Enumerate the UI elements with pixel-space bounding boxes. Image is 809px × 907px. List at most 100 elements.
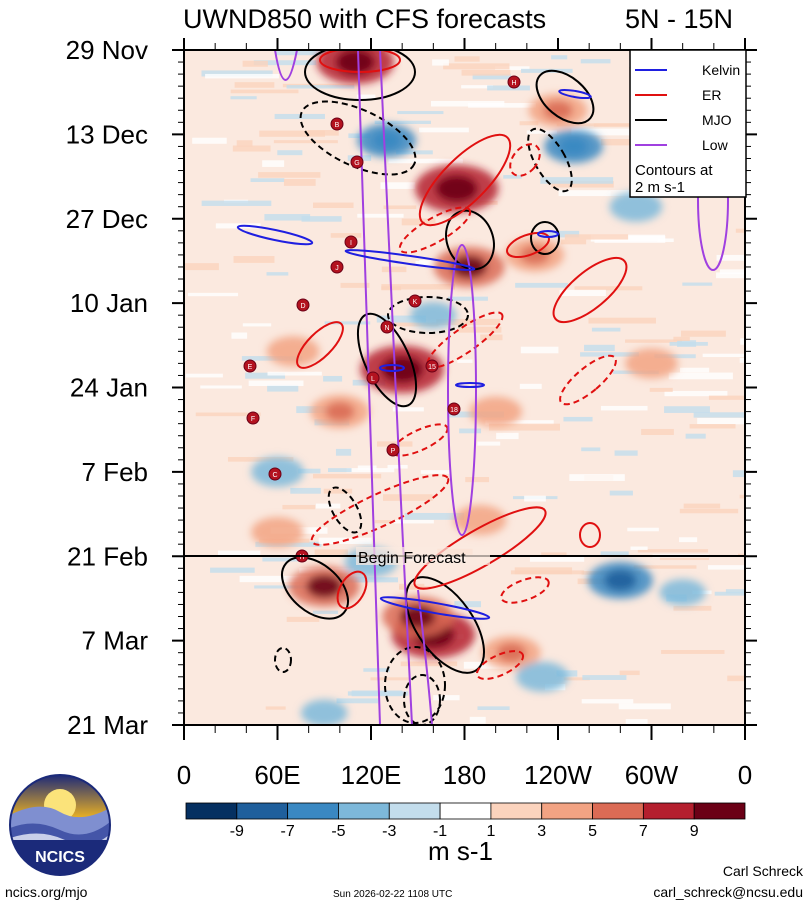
y-tick-label: 21 Feb — [67, 541, 148, 571]
anomaly-stripe — [357, 213, 404, 218]
mjo-contour — [530, 221, 560, 255]
anomaly-stripe — [588, 317, 656, 324]
anomaly-stripe — [227, 457, 294, 462]
anomaly-stripe — [401, 218, 436, 226]
y-tick-label: 10 Jan — [70, 288, 148, 318]
anomaly-stripe — [187, 292, 239, 297]
er-contour — [579, 522, 601, 548]
anomaly-stripe — [254, 585, 323, 589]
anomaly-stripe — [679, 508, 739, 514]
kelvin-contour — [379, 596, 491, 620]
anomaly-stripe — [290, 487, 321, 494]
legend-label: ER — [702, 87, 721, 103]
anomaly-blob — [469, 396, 522, 427]
anomaly-stripe — [480, 334, 503, 341]
kelvin-contour — [344, 249, 476, 271]
storm-marker — [243, 359, 257, 373]
anomaly-stripe — [582, 675, 627, 680]
anomaly-stripe — [236, 140, 253, 147]
colorbar-tick-label: -3 — [382, 823, 396, 840]
anomaly-stripe — [262, 160, 285, 167]
low-contour — [379, 50, 413, 725]
anomaly-stripe — [725, 589, 745, 594]
anomaly-stripe — [330, 233, 362, 238]
anomaly-stripe — [242, 323, 272, 327]
anomaly-stripe — [250, 178, 285, 182]
y-tick-label: 7 Feb — [82, 457, 149, 487]
storm-marker — [447, 402, 461, 416]
er-contour — [336, 570, 368, 610]
storm-marker — [425, 359, 439, 373]
colorbar-tick-label: -1 — [433, 823, 447, 840]
anomaly-stripe — [201, 70, 273, 77]
colorbar-unit: m s-1 — [428, 836, 493, 866]
chart-title: UWND850 with CFS forecasts — [183, 4, 546, 34]
mjo-contour — [403, 674, 441, 725]
anomaly-stripe — [716, 254, 745, 261]
anomaly-stripe — [679, 537, 698, 543]
legend-label: Low — [702, 137, 729, 153]
anomaly-stripe — [392, 407, 424, 412]
anomaly-stripe — [702, 353, 745, 358]
anomaly-stripe — [627, 527, 659, 532]
storm-label: 15 — [428, 364, 436, 371]
anomaly-stripe — [682, 282, 713, 286]
kelvin-contour — [455, 382, 485, 388]
anomaly-stripe — [689, 424, 736, 429]
mjo-contour — [299, 100, 417, 176]
anomaly-stripe — [267, 371, 322, 376]
anomaly-stripe — [637, 549, 709, 553]
er-contour — [475, 650, 525, 680]
anomaly-stripe — [419, 127, 469, 133]
storm-label: E — [248, 364, 253, 371]
anomaly-stripe — [267, 384, 299, 392]
anomaly-stripe — [201, 200, 272, 206]
footer-site: ncics.org/mjo — [5, 884, 88, 900]
anomaly-stripe — [641, 428, 674, 435]
anomaly-stripe — [524, 495, 546, 502]
anomaly-stripe — [443, 63, 510, 70]
anomaly-stripe — [259, 130, 325, 137]
anomaly-stripe — [669, 341, 708, 346]
anomaly-blob — [659, 579, 706, 606]
anomaly-stripe — [336, 698, 379, 704]
storm-label: L — [371, 376, 375, 383]
anomaly-stripe — [393, 519, 434, 524]
anomaly-stripe — [210, 567, 255, 573]
anomaly-stripe — [217, 550, 261, 558]
legend-label: Kelvin — [702, 62, 740, 78]
colorbar: -9 -7 -5 -3 -1 1 3 5 7 9 — [185, 802, 746, 840]
anomaly-stripe — [630, 546, 648, 550]
mjo-contour — [535, 69, 595, 125]
x-tick-label: 120E — [341, 760, 402, 790]
x-tick-label: 180 — [443, 760, 486, 790]
mjo-contour — [281, 556, 349, 620]
anomaly-stripe — [515, 282, 568, 288]
anomaly-stripe — [323, 488, 353, 494]
anomaly-stripe — [591, 327, 621, 332]
colorbar-tick-label: 1 — [486, 823, 495, 840]
storm-label: G — [354, 160, 359, 167]
er-contour — [426, 311, 504, 369]
anomaly-blob — [609, 191, 663, 222]
anomaly-stripe — [376, 315, 426, 323]
colorbar-cell — [642, 802, 695, 820]
anomaly-stripe — [436, 318, 501, 326]
anomaly-core — [496, 643, 526, 663]
anomaly-stripe — [404, 512, 465, 520]
anomaly-blob — [453, 505, 507, 536]
x-tick-label: 60W — [625, 760, 679, 790]
anomaly-stripe — [387, 464, 408, 469]
storm-label: J — [335, 265, 339, 272]
colorbar-cell — [541, 802, 593, 820]
anomaly-stripe — [520, 346, 559, 354]
anomaly-stripe — [574, 286, 643, 291]
anomaly-stripe — [519, 383, 542, 389]
anomaly-blob — [625, 348, 678, 379]
anomaly-stripe — [205, 73, 279, 79]
anomaly-stripe — [661, 650, 725, 654]
anomaly-stripe — [457, 359, 473, 363]
anomaly-stripe — [581, 447, 601, 452]
anomaly-stripe — [469, 716, 486, 724]
anomaly-stripe — [374, 120, 431, 125]
